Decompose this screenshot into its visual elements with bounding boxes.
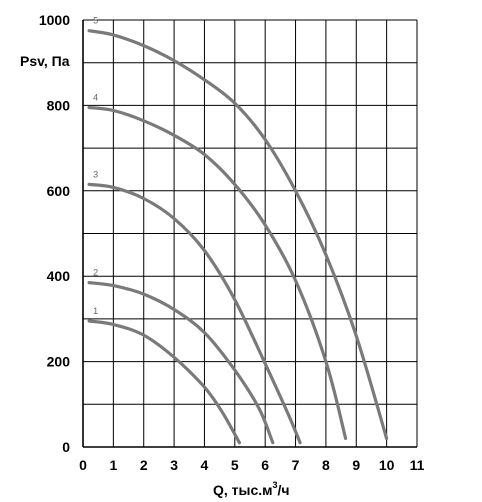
curve-label-1: 1 <box>93 306 98 316</box>
curve-3 <box>87 182 302 445</box>
x-axis-label-main: Q, тыс.м <box>213 482 273 498</box>
y-tick-label: 600 <box>47 183 71 199</box>
x-tick-label: 8 <box>322 457 330 473</box>
x-tick-label: 0 <box>79 457 87 473</box>
curve-label-4: 4 <box>93 93 98 103</box>
y-axis-label: Psv, Па <box>20 53 70 69</box>
curve-2 <box>87 281 275 445</box>
x-tick-label: 7 <box>292 457 300 473</box>
y-tick-label: 800 <box>47 97 71 113</box>
y-tick-label: 200 <box>47 354 71 370</box>
curve-4 <box>87 105 348 441</box>
y-tick-labels: 0 200 400 600 800 1000 <box>39 12 70 455</box>
x-tick-label: 6 <box>261 457 269 473</box>
x-axis-label-sup: 3 <box>273 480 278 490</box>
curve-label-2: 2 <box>93 268 98 278</box>
x-tick-label: 4 <box>201 457 209 473</box>
x-tick-label: 1 <box>109 457 117 473</box>
x-axis-label: Q, тыс.м3/ч <box>213 480 290 498</box>
y-tick-label: 400 <box>47 268 71 284</box>
grid <box>82 19 418 448</box>
x-tick-label: 9 <box>352 457 360 473</box>
curve-5 <box>87 29 389 441</box>
curve-label-3: 3 <box>93 169 98 179</box>
x-tick-label: 2 <box>140 457 148 473</box>
curve-labels: 1 2 3 4 5 <box>93 16 98 316</box>
x-tick-label: 10 <box>379 457 395 473</box>
x-axis-label-suffix: /ч <box>278 482 290 498</box>
curves <box>87 29 389 445</box>
x-tick-label: 3 <box>170 457 178 473</box>
x-tick-label: 11 <box>410 457 425 473</box>
curve-label-5: 5 <box>93 16 98 26</box>
x-tick-label: 5 <box>231 457 239 473</box>
y-tick-label: 1000 <box>39 12 70 28</box>
y-tick-label: 0 <box>62 439 70 455</box>
x-tick-labels: 0 1 2 3 4 5 6 7 8 9 10 11 <box>79 457 425 473</box>
curve-1 <box>87 319 241 445</box>
